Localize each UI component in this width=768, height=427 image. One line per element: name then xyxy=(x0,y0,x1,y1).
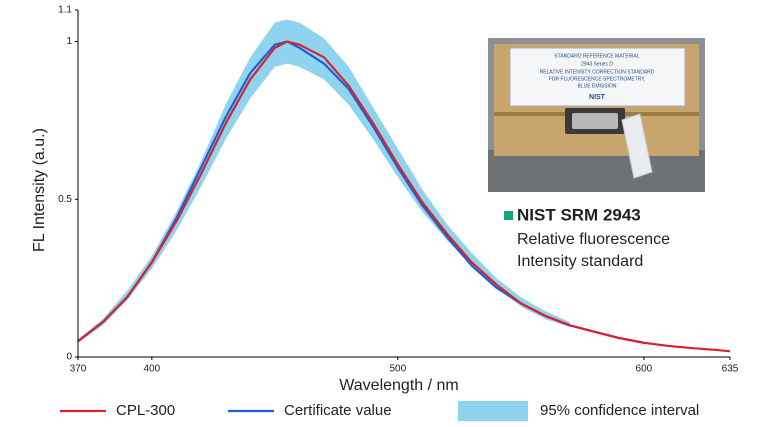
legend: CPL-300 Certificate value 95% confidence i… xyxy=(60,401,699,421)
x-tick-label: 370 xyxy=(70,364,87,375)
legend-label: Certificate value xyxy=(284,402,392,419)
note-text: Relative fluorescence xyxy=(517,231,670,248)
photo-text: BLUE EMISSION xyxy=(578,83,617,89)
photo-text: RELATIVE INTENSITY CORRECTION STANDARD xyxy=(540,69,655,75)
plot-area xyxy=(77,19,731,353)
y-tick-label: 1.1 xyxy=(58,5,72,16)
note-title: NIST SRM 2943 xyxy=(517,205,641,224)
photo-text: STANDARD REFERENCE MATERIAL xyxy=(554,53,640,59)
series-line xyxy=(77,40,731,353)
x-tick-label: 500 xyxy=(390,364,407,375)
photo-text: 2943 Series D xyxy=(581,61,613,67)
note-marker xyxy=(504,211,513,220)
box-clasp-metal xyxy=(572,113,618,129)
legend-label: 95% confidence interval xyxy=(540,402,699,419)
photo-text: FOR FLUORESCENCE SPECTROMETRY, xyxy=(549,76,646,82)
photo-table xyxy=(488,150,705,192)
box-label xyxy=(509,47,686,107)
photo: STANDARD REFERENCE MATERIAL 2943 Series … xyxy=(488,38,705,192)
x-axis-title: Wavelength / nm xyxy=(339,377,458,394)
y-tick-label: 0 xyxy=(66,352,72,363)
photo-logo: NIST xyxy=(589,94,606,101)
y-tick-label: 0.5 xyxy=(58,194,72,205)
note-text: Intensity standard xyxy=(517,253,643,270)
legend-swatch xyxy=(458,401,528,421)
cuvette xyxy=(621,113,653,179)
y-tick-label: 1 xyxy=(66,36,72,47)
x-tick-label: 400 xyxy=(143,364,160,375)
x-tick-label: 635 xyxy=(722,364,739,375)
x-tick-label: 600 xyxy=(636,364,653,375)
legend-label: CPL-300 xyxy=(116,402,175,419)
y-axis-title: FL Intensity (a.u.) xyxy=(31,128,48,252)
